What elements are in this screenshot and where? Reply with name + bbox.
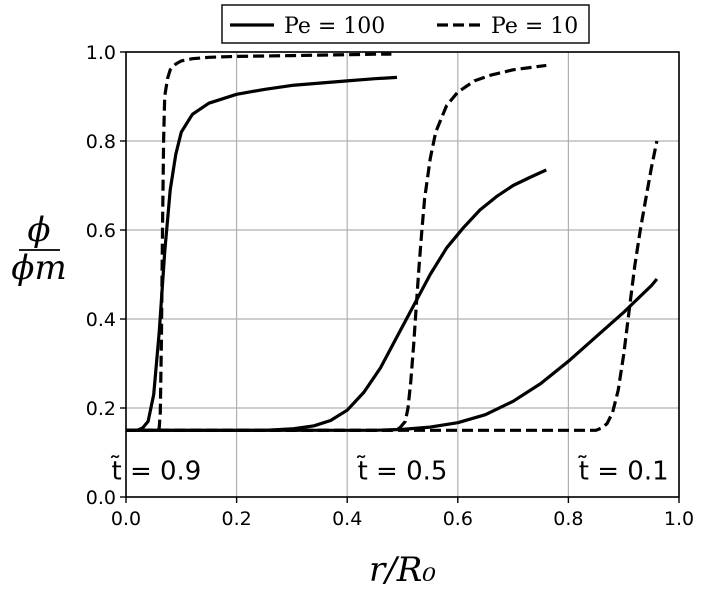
series-line-dashed-3 — [126, 63, 547, 432]
legend: Pe = 100 Pe = 10 — [221, 4, 590, 44]
x-tick-label: 0.0 — [111, 508, 141, 530]
legend-label: Pe = 100 — [284, 14, 385, 39]
time-annotation: t̃ = 0.5 — [357, 455, 448, 487]
x-tick-label: 0.4 — [332, 508, 362, 530]
y-tick-label: 0.2 — [86, 398, 116, 420]
time-annotation: t̃ = 0.1 — [578, 455, 669, 487]
y-tick-label: 0.4 — [86, 309, 116, 331]
axis-ticks: 0.0 0.2 0.4 0.6 0.8 1.0 0.0 0.2 0.4 0.6 0.8 1.0 — [86, 42, 694, 530]
x-axis-label: r/R₀ — [369, 550, 436, 590]
legend-label: Pe = 10 — [491, 14, 578, 39]
series-line-solid-2 — [126, 168, 547, 432]
y-axis-title-numerator: ϕ — [27, 210, 50, 250]
y-tick-label: 0.8 — [86, 131, 116, 153]
y-axis-title-denominator: ϕm — [11, 248, 66, 288]
plot-frame — [125, 51, 680, 498]
y-tick-label: 0.0 — [86, 487, 116, 509]
legend-box — [221, 4, 590, 44]
y-tick-label: 0.6 — [86, 220, 116, 242]
annotations: t̃ = 0.9 t̃ = 0.5 t̃ = 0.1 — [111, 455, 669, 487]
series-line-dashed-1 — [126, 52, 392, 432]
plot-curves — [126, 52, 659, 432]
x-tick-label: 1.0 — [664, 508, 694, 530]
y-tick-label: 1.0 — [86, 42, 116, 64]
time-annotation: t̃ = 0.9 — [111, 455, 202, 487]
x-tick-label: 0.8 — [553, 508, 583, 530]
series-line-solid-0 — [126, 75, 398, 432]
y-axis-label: ϕϕm — [11, 210, 66, 288]
x-tick-label: 0.2 — [221, 508, 251, 530]
series-line-dashed-5 — [126, 140, 659, 432]
x-tick-label: 0.6 — [443, 508, 473, 530]
x-axis-title: r/R₀ — [369, 550, 436, 590]
